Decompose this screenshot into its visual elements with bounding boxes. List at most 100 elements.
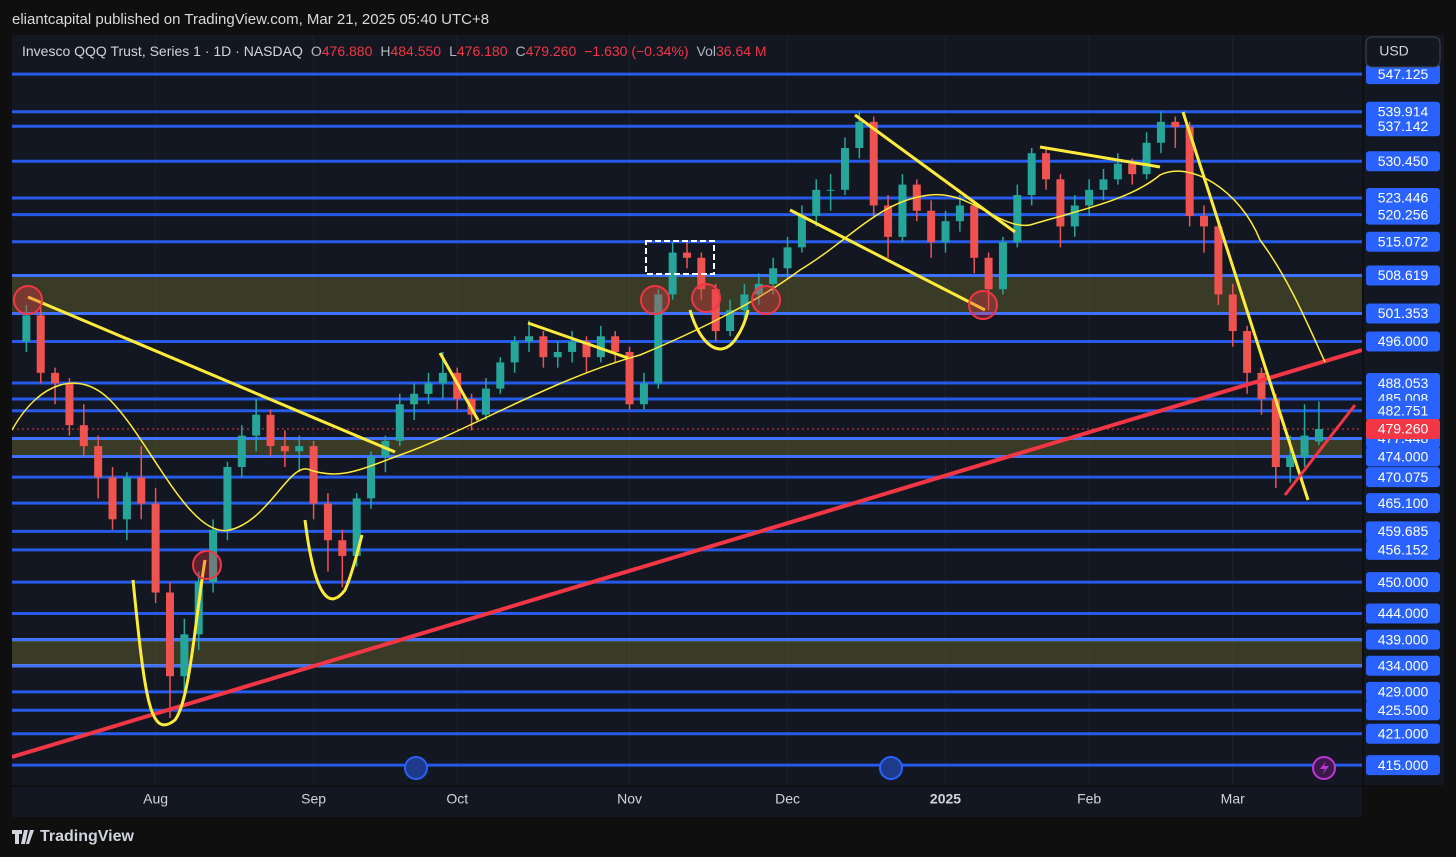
ohlc-label: C bbox=[516, 43, 526, 59]
price-label-box bbox=[1366, 655, 1440, 676]
candle-body bbox=[955, 205, 964, 222]
price-label-box bbox=[1366, 723, 1440, 744]
legend: Invesco QQQ Trust, Series 1 · 1D · NASDA… bbox=[22, 43, 767, 59]
candle-body bbox=[65, 383, 74, 426]
candle-body bbox=[151, 503, 160, 593]
price-label-box bbox=[1366, 265, 1440, 286]
event-markers bbox=[404, 756, 1336, 780]
price-label-box bbox=[1366, 681, 1440, 702]
candle-body bbox=[481, 388, 490, 415]
candle-body bbox=[654, 294, 663, 384]
y-tick-label: 459.685 bbox=[1378, 523, 1429, 539]
candle-body bbox=[1243, 331, 1252, 373]
candle-body bbox=[970, 205, 979, 258]
dividend-marker[interactable] bbox=[404, 756, 428, 780]
y-tick-label: 530.450 bbox=[1378, 153, 1429, 169]
currency-button[interactable] bbox=[1365, 36, 1441, 68]
y-tick-label: 450.000 bbox=[1378, 574, 1429, 590]
curve bbox=[688, 309, 750, 351]
price-label-box bbox=[1366, 116, 1440, 137]
y-tick-label: 537.142 bbox=[1378, 118, 1429, 134]
lightning-icon bbox=[1320, 761, 1329, 775]
candle-body bbox=[137, 477, 146, 504]
price-label-box bbox=[1366, 331, 1440, 352]
candle-body bbox=[367, 456, 376, 499]
candle-body bbox=[998, 242, 1007, 290]
marker bbox=[751, 285, 781, 315]
candle-body bbox=[1027, 153, 1036, 196]
price-label-box bbox=[1366, 755, 1440, 776]
y-tick-label: 488.053 bbox=[1378, 375, 1429, 391]
x-tick-label: Aug bbox=[143, 791, 168, 807]
candle-body bbox=[1214, 226, 1223, 295]
candle-body bbox=[1185, 127, 1194, 216]
y-tick-label: 439.000 bbox=[1378, 631, 1429, 647]
dividend-marker[interactable] bbox=[879, 756, 903, 780]
ohlc-label: L bbox=[449, 43, 457, 59]
x-tick-label: Sep bbox=[301, 791, 326, 807]
candle-body bbox=[309, 446, 318, 504]
candle-body bbox=[927, 210, 936, 243]
time-axis bbox=[12, 787, 1362, 817]
price-label-box bbox=[1366, 303, 1440, 324]
trendline bbox=[438, 352, 480, 421]
y-tick-label: 415.000 bbox=[1378, 757, 1429, 773]
x-tick-label: Oct bbox=[446, 791, 468, 807]
candle-body bbox=[898, 184, 907, 237]
curve bbox=[303, 519, 364, 601]
y-tick-label: 508.619 bbox=[1378, 267, 1429, 283]
y-tick-label: 470.075 bbox=[1378, 469, 1429, 485]
trendline bbox=[527, 321, 629, 360]
candle-body bbox=[1156, 121, 1165, 143]
candle-body bbox=[510, 341, 519, 363]
ohlc-label: O bbox=[311, 43, 322, 59]
candle-body bbox=[108, 477, 117, 520]
last-price-box bbox=[1366, 419, 1440, 440]
price-label-box bbox=[1366, 467, 1440, 488]
candle-body bbox=[1056, 179, 1065, 227]
candle-body bbox=[869, 121, 878, 206]
candle-body bbox=[711, 289, 720, 332]
curve bbox=[131, 559, 207, 727]
marker bbox=[691, 283, 721, 313]
candle-body bbox=[209, 529, 218, 583]
y-tick-label: 425.500 bbox=[1378, 702, 1429, 718]
y-tick-label: 465.100 bbox=[1378, 495, 1429, 511]
logo bbox=[12, 830, 34, 844]
y-tick-label: 444.000 bbox=[1378, 605, 1429, 621]
price-label-box bbox=[1366, 231, 1440, 252]
symbol: Invesco QQQ Trust, Series 1 · 1D · NASDA… bbox=[22, 43, 303, 59]
candle-body bbox=[855, 121, 864, 148]
box bbox=[645, 240, 715, 275]
candle-body bbox=[754, 283, 763, 295]
price-label-box bbox=[1366, 446, 1440, 467]
candle-body bbox=[338, 540, 347, 556]
marker bbox=[968, 290, 998, 320]
y-tick-label: 539.914 bbox=[1378, 104, 1429, 120]
candle-body bbox=[812, 189, 821, 216]
candle-body bbox=[223, 467, 232, 530]
candle-body bbox=[36, 315, 45, 373]
brand: TradingView bbox=[40, 828, 135, 845]
candle-body bbox=[553, 351, 562, 358]
trendline bbox=[1039, 145, 1161, 169]
candle-body bbox=[1070, 205, 1079, 227]
candle-body bbox=[51, 372, 60, 384]
candle-body bbox=[1128, 163, 1137, 175]
zone bbox=[12, 639, 1362, 666]
volume-label: Vol bbox=[697, 43, 716, 59]
candle-body bbox=[683, 252, 691, 258]
price-label-box bbox=[1366, 493, 1440, 514]
candle-body bbox=[352, 498, 361, 556]
last-price-label: 479.260 bbox=[1378, 421, 1429, 437]
candle-body bbox=[639, 383, 648, 405]
price-label-box bbox=[1366, 373, 1440, 394]
candle-body bbox=[840, 147, 849, 190]
candle-body bbox=[1271, 399, 1280, 468]
candle-body bbox=[539, 336, 548, 358]
y-tick-label: 520.256 bbox=[1378, 206, 1429, 222]
y-tick-label: 523.446 bbox=[1378, 190, 1429, 206]
candle-body bbox=[568, 341, 577, 352]
zone bbox=[12, 275, 1362, 314]
